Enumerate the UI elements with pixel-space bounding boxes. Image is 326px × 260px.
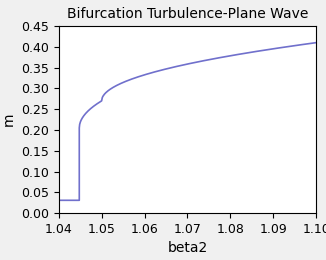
X-axis label: beta2: beta2 — [167, 242, 208, 256]
Title: Bifurcation Turbulence-Plane Wave: Bifurcation Turbulence-Plane Wave — [67, 7, 308, 21]
Y-axis label: m: m — [1, 113, 15, 126]
